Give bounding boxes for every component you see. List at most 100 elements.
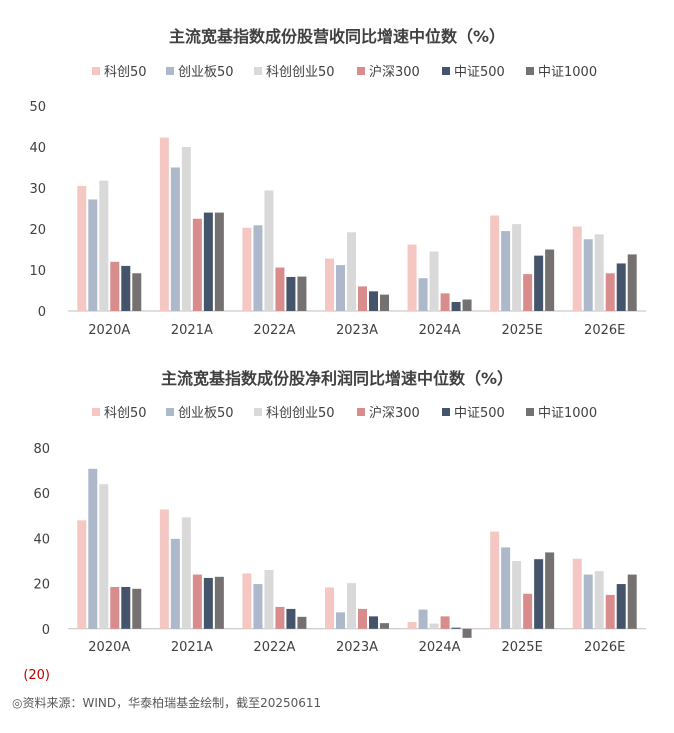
- bar: [159, 509, 169, 629]
- bar: [594, 571, 604, 629]
- x-tick-label: 2023A: [336, 640, 378, 655]
- bar: [616, 584, 626, 629]
- legend-label: 沪深300: [369, 405, 420, 421]
- x-tick-label: 2022A: [253, 640, 295, 655]
- bar: [325, 587, 334, 629]
- bar: [583, 239, 593, 311]
- bar: [501, 547, 511, 629]
- bar: [512, 561, 522, 629]
- bar: [462, 628, 472, 638]
- bar: [380, 623, 389, 629]
- bar: [99, 180, 109, 311]
- bar: [572, 226, 582, 311]
- bar: [407, 244, 417, 311]
- legend-label: 沪深300: [369, 64, 420, 80]
- y-tick-label: 30: [29, 182, 46, 197]
- bar: [605, 273, 615, 311]
- bar: [132, 588, 142, 629]
- y-tick-label: 40: [33, 532, 50, 547]
- legend-label: 中证1000: [538, 406, 597, 421]
- bar: [369, 616, 378, 629]
- bar: [77, 185, 87, 311]
- bar: [253, 225, 263, 311]
- y-tick-label: 0: [42, 623, 50, 638]
- bar: [418, 609, 428, 629]
- bar: [627, 254, 637, 311]
- bar: [170, 167, 180, 311]
- y-tick-label: (20): [23, 668, 50, 683]
- bar: [336, 612, 345, 629]
- x-tick-label: 2025E: [501, 640, 542, 655]
- bar: [523, 274, 533, 311]
- y-tick-label: 20: [33, 578, 50, 593]
- legend-swatch: [442, 408, 450, 416]
- bar: [159, 137, 169, 311]
- bar: [110, 586, 120, 629]
- bar: [501, 231, 511, 311]
- y-tick-label: 50: [29, 100, 46, 115]
- bar: [110, 261, 120, 311]
- bar: [192, 574, 202, 629]
- x-tick-label: 2026E: [584, 323, 625, 338]
- legend-swatch: [92, 408, 100, 416]
- bar: [203, 577, 213, 629]
- bar: [132, 273, 142, 311]
- bar: [380, 294, 389, 311]
- bar: [336, 265, 345, 311]
- bar: [605, 594, 615, 629]
- x-tick-label: 2024A: [419, 323, 461, 338]
- legend-label: 创业板50: [178, 406, 234, 421]
- legend-label: 创业板50: [178, 65, 234, 80]
- x-tick-label: 2023A: [336, 323, 378, 338]
- y-tick-label: 20: [29, 223, 46, 238]
- source-note: ◎资料来源：WIND，华泰柏瑞基金绘制，截至20250611: [12, 696, 322, 710]
- bar: [121, 586, 131, 629]
- bar: [275, 606, 285, 629]
- bar: [242, 573, 252, 629]
- bar: [451, 301, 461, 311]
- bar: [181, 517, 191, 629]
- bar: [214, 576, 224, 629]
- bar: [88, 199, 98, 311]
- bar: [325, 258, 334, 311]
- legend-swatch: [526, 67, 534, 75]
- legend-swatch: [254, 408, 262, 416]
- bar: [242, 227, 252, 311]
- legend-label: 中证500: [454, 406, 505, 421]
- legend-swatch: [92, 67, 100, 75]
- bar: [534, 255, 544, 311]
- y-tick-label: 60: [33, 487, 50, 502]
- bar: [440, 293, 450, 311]
- legend-label: 中证1000: [538, 65, 597, 80]
- bar: [121, 265, 131, 311]
- legend-label: 中证500: [454, 65, 505, 80]
- legend-swatch: [166, 408, 174, 416]
- bar: [418, 278, 428, 311]
- x-tick-label: 2020A: [88, 323, 130, 338]
- bar: [297, 616, 307, 629]
- bar: [253, 584, 263, 629]
- bar: [490, 531, 500, 629]
- bar: [534, 559, 544, 629]
- bar: [358, 286, 367, 311]
- x-tick-label: 2025E: [501, 323, 542, 338]
- legend-label: 科创创业50: [266, 65, 335, 80]
- bar: [429, 623, 439, 629]
- bar: [297, 276, 307, 311]
- y-tick-label: 0: [38, 305, 46, 320]
- bar: [203, 212, 213, 311]
- legend-label: 科创50: [104, 406, 147, 421]
- bar: [572, 558, 582, 629]
- legend-swatch: [357, 408, 365, 416]
- x-tick-label: 2020A: [88, 640, 130, 655]
- bar: [462, 299, 472, 311]
- bar: [523, 593, 533, 629]
- chart-title: 主流宽基指数成份股营收同比增速中位数（%）: [169, 27, 505, 46]
- bar: [616, 263, 626, 311]
- bar: [512, 224, 522, 311]
- legend-swatch: [254, 67, 262, 75]
- bar: [594, 234, 604, 311]
- y-tick-label: 80: [33, 442, 50, 457]
- legend-swatch: [442, 67, 450, 75]
